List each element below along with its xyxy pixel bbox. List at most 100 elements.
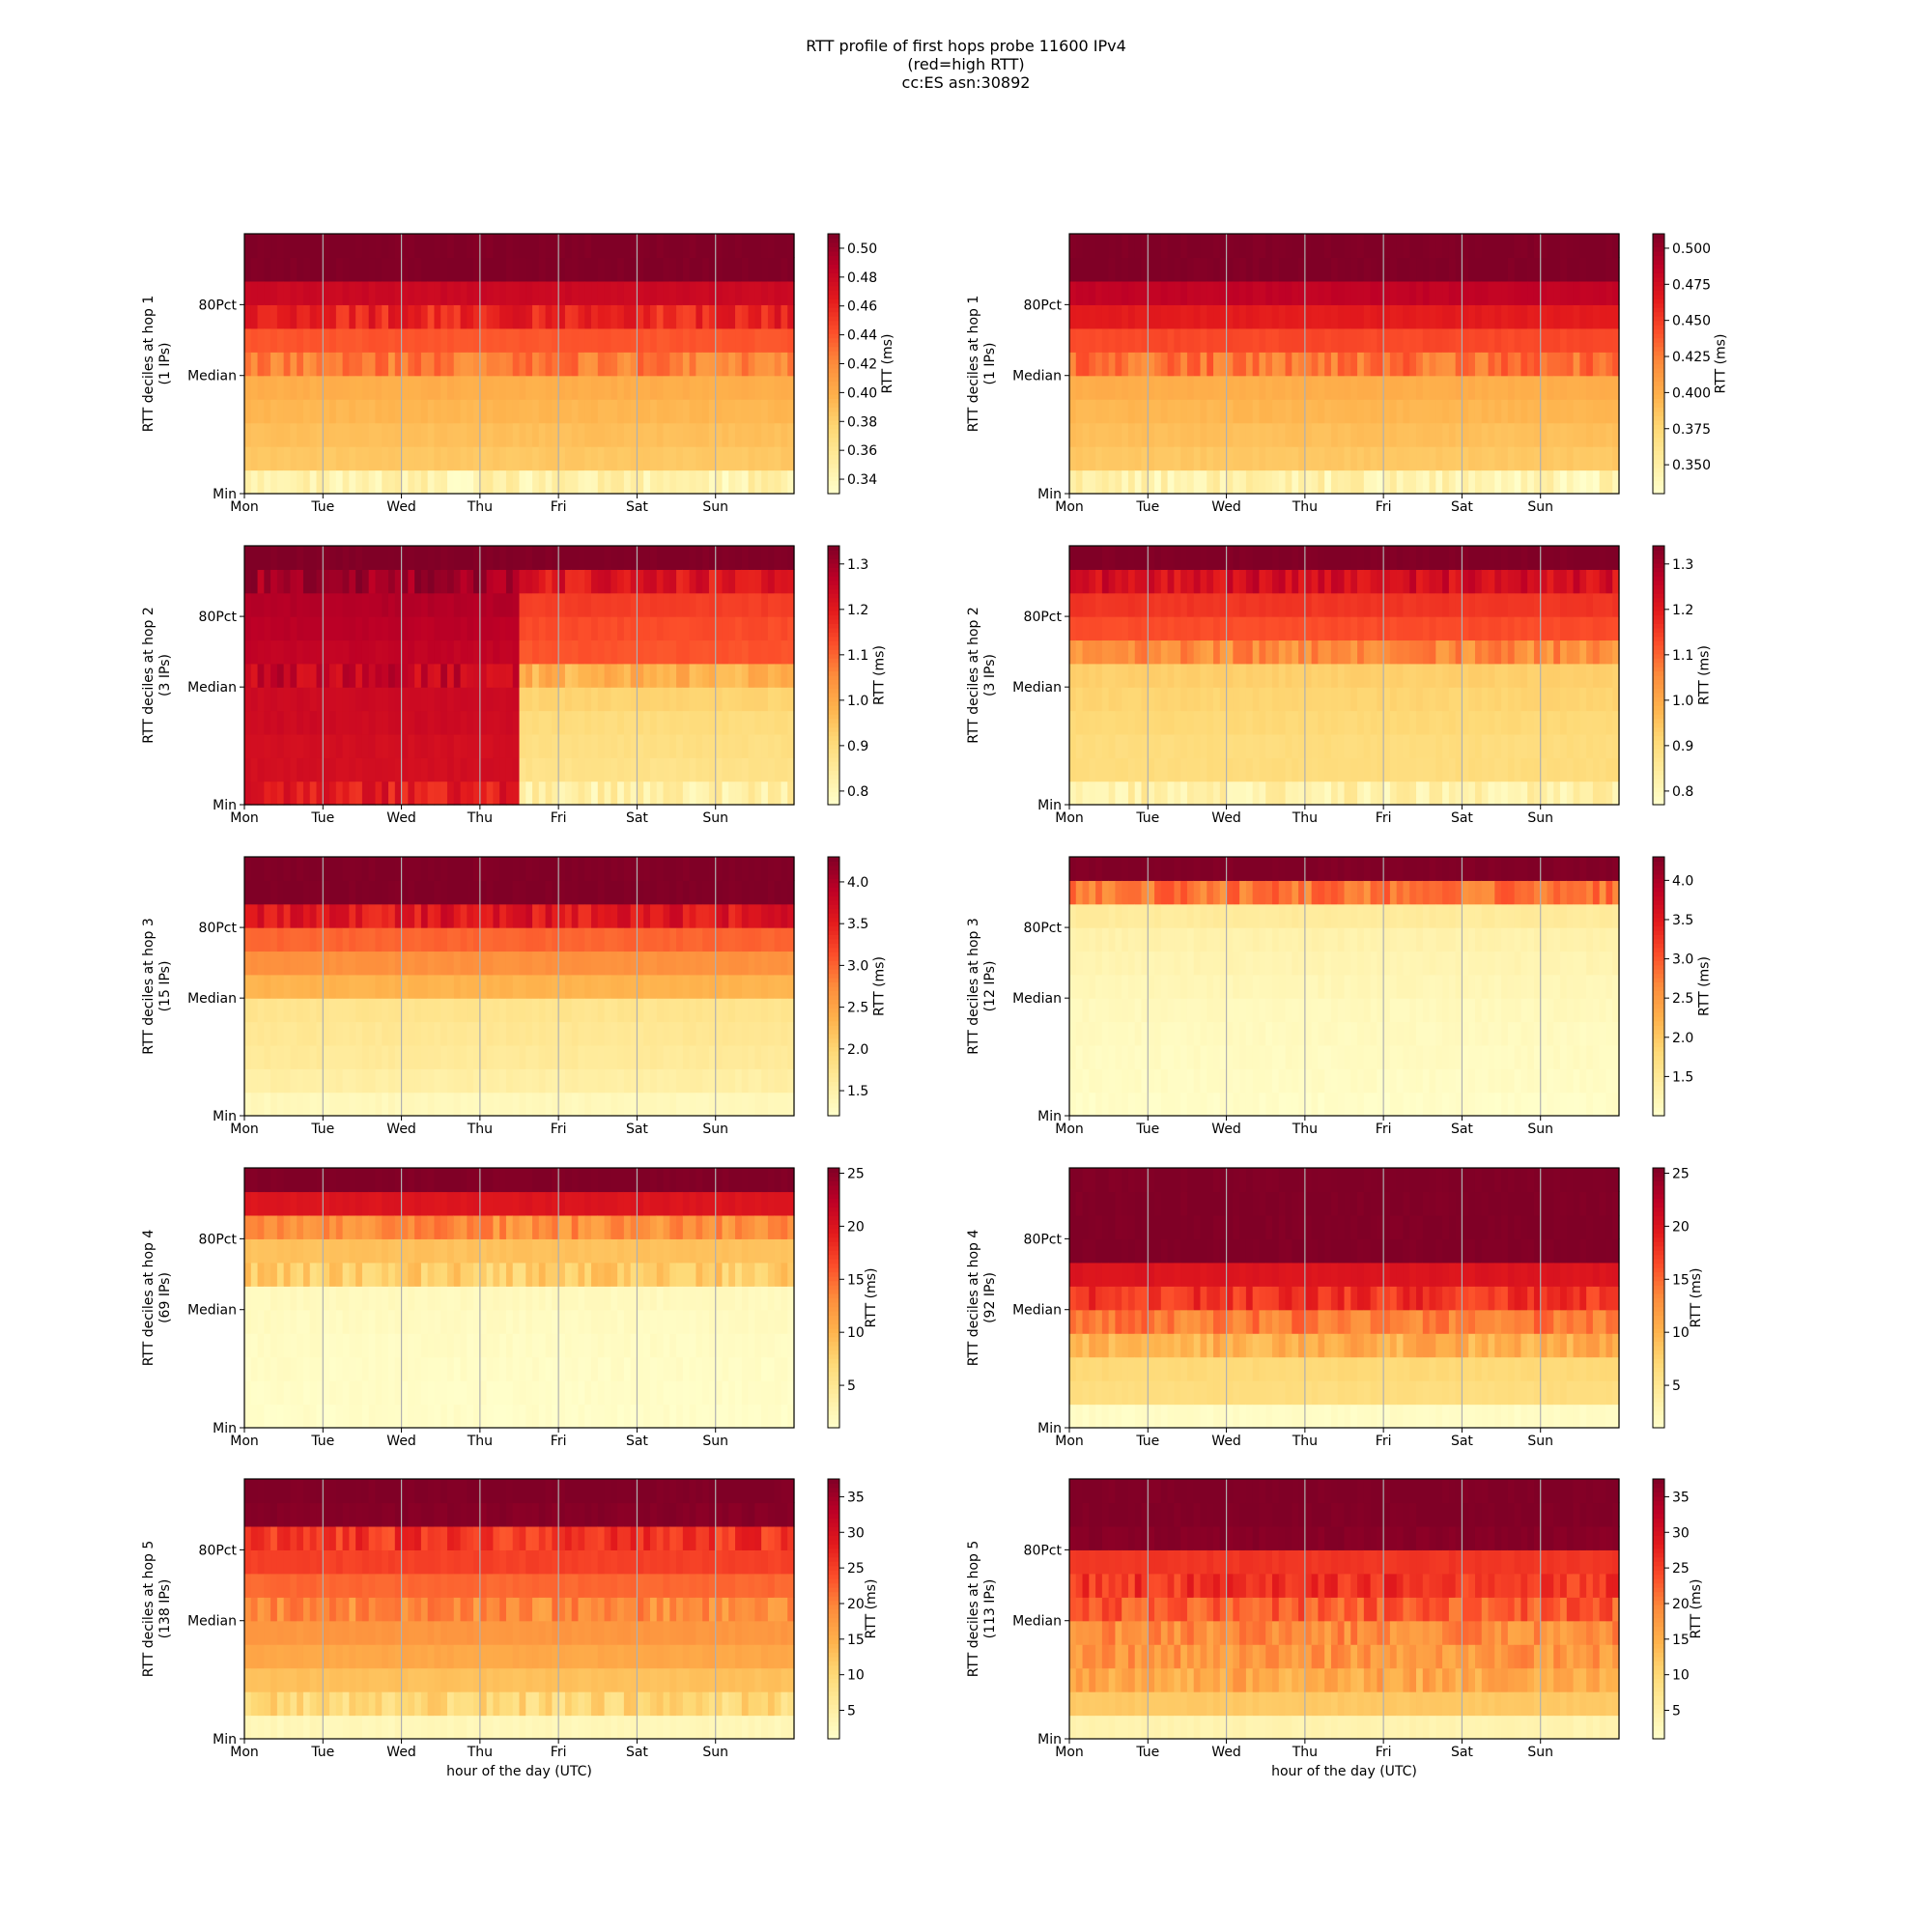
heatmap-cell xyxy=(728,422,736,447)
heatmap-cell xyxy=(257,592,265,617)
colorbar-segment xyxy=(1653,571,1664,577)
heatmap-cell xyxy=(297,927,304,952)
heatmap-cell xyxy=(1501,327,1509,353)
heatmap-cell xyxy=(1219,639,1228,665)
heatmap-cell xyxy=(1494,422,1502,447)
heatmap-cell xyxy=(708,857,717,881)
heatmap-cell xyxy=(283,733,292,758)
heatmap-cell xyxy=(460,399,468,424)
heatmap-cell xyxy=(297,880,304,905)
heatmap-cell xyxy=(382,998,389,1023)
heatmap-cell xyxy=(682,880,691,905)
heatmap-cell xyxy=(1226,327,1234,353)
heatmap-cell xyxy=(1233,422,1240,447)
heatmap-cell xyxy=(420,327,429,353)
heatmap-cell xyxy=(643,592,651,617)
heatmap-cell xyxy=(564,1021,573,1046)
colorbar-segment xyxy=(828,740,839,746)
heatmap-cell xyxy=(1429,757,1436,782)
heatmap-cell xyxy=(388,757,396,782)
heatmap-cell xyxy=(1455,234,1463,259)
heatmap-cell xyxy=(558,687,566,712)
heatmap-cell xyxy=(250,446,259,471)
heatmap-cell xyxy=(578,280,585,305)
heatmap-cell xyxy=(1429,304,1436,329)
heatmap-cell xyxy=(1233,469,1240,495)
heatmap-cell xyxy=(702,639,710,665)
colorbar-tick-label: 0.40 xyxy=(847,385,877,401)
heatmap-cell xyxy=(420,733,429,758)
heatmap-cell xyxy=(1233,234,1240,259)
heatmap-cell xyxy=(440,663,448,688)
colorbar-segment xyxy=(828,276,839,282)
heatmap-cell xyxy=(1134,710,1143,735)
heatmap-cell xyxy=(1180,569,1188,594)
colorbar-segment xyxy=(1653,402,1664,408)
heatmap-cell xyxy=(290,1044,298,1069)
heatmap-cell xyxy=(1324,710,1332,735)
heatmap-cell xyxy=(571,880,580,905)
heatmap-cell xyxy=(1134,234,1143,259)
heatmap-cell xyxy=(290,951,298,976)
heatmap-cell xyxy=(669,757,677,782)
heatmap-cell xyxy=(1127,733,1136,758)
heatmap-cell xyxy=(1357,781,1365,806)
heatmap-cell xyxy=(309,1021,318,1046)
heatmap-cell xyxy=(368,927,377,952)
heatmap-cell xyxy=(519,857,526,881)
heatmap-cell xyxy=(1311,569,1319,594)
heatmap-cell xyxy=(1292,257,1299,282)
heatmap-cell xyxy=(1122,399,1129,424)
heatmap-cell xyxy=(597,1044,606,1069)
heatmap-cell xyxy=(342,998,350,1023)
heatmap-cell xyxy=(1160,616,1169,641)
colorbar-frame xyxy=(1652,545,1665,806)
heatmap-cell xyxy=(1108,327,1117,353)
heatmap-cell xyxy=(1566,327,1575,353)
heatmap-cell xyxy=(728,327,736,353)
heatmap-cell xyxy=(1330,592,1339,617)
heatmap-cell xyxy=(1520,592,1528,617)
heatmap-cell xyxy=(696,352,703,377)
heatmap-cell xyxy=(526,399,533,424)
heatmap-cell xyxy=(1579,375,1587,400)
heatmap-cell xyxy=(1193,687,1202,712)
heatmap-cell xyxy=(270,546,278,570)
heatmap-cell xyxy=(420,399,429,424)
heatmap-cell xyxy=(499,446,507,471)
heatmap-cell xyxy=(1213,687,1221,712)
heatmap-cell xyxy=(257,304,265,329)
heatmap-cell xyxy=(1069,781,1077,806)
heatmap-cell xyxy=(578,234,585,259)
heatmap-cell xyxy=(505,687,514,712)
heatmap-cell xyxy=(1285,687,1293,712)
heatmap-cell xyxy=(257,710,265,735)
heatmap-cell xyxy=(1265,304,1273,329)
heatmap-cell xyxy=(1416,569,1424,594)
heatmap-cell xyxy=(1344,280,1351,305)
heatmap-cell xyxy=(460,422,468,447)
heatmap-cell xyxy=(388,616,396,641)
heatmap-cell xyxy=(604,663,611,688)
heatmap-cell xyxy=(1494,327,1502,353)
heatmap-cell xyxy=(355,974,363,999)
heatmap-cell xyxy=(302,757,311,782)
heatmap-cell xyxy=(361,639,370,665)
heatmap-cell xyxy=(708,1044,717,1069)
heatmap-cell xyxy=(741,710,750,735)
heatmap-cell xyxy=(1462,710,1469,735)
heatmap-cell xyxy=(446,352,455,377)
heatmap-cell xyxy=(1141,257,1149,282)
heatmap-cell xyxy=(467,927,474,952)
heatmap-cell xyxy=(349,880,356,905)
heatmap-cell xyxy=(290,857,298,881)
heatmap-cell xyxy=(1259,327,1266,353)
colorbar-segment xyxy=(1653,580,1664,585)
heatmap-cell xyxy=(767,446,776,471)
heatmap-cell xyxy=(401,469,409,495)
colorbar-segment xyxy=(1653,437,1664,442)
colorbar-segment xyxy=(828,333,839,339)
heatmap-cell xyxy=(676,639,684,665)
heatmap-cell xyxy=(1075,280,1084,305)
heatmap-cell xyxy=(1468,757,1476,782)
